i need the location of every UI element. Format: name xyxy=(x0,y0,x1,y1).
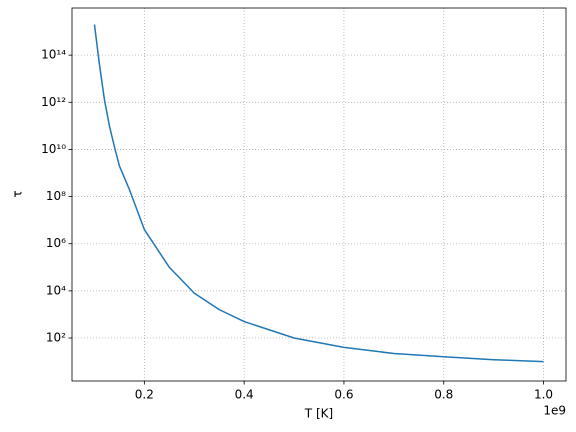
x-tick-label: 0.8 xyxy=(434,388,453,402)
plot xyxy=(93,24,544,363)
y-tick-label: 10⁴ xyxy=(46,283,66,297)
y-axis-label: τ xyxy=(11,190,25,197)
x-axis-label: T [K] xyxy=(304,407,333,421)
x-tick-label: 0.6 xyxy=(334,388,353,402)
axes-frame xyxy=(71,7,567,382)
x-offset-label: 1e9 xyxy=(543,404,566,418)
y-tick-label: 10¹² xyxy=(41,95,66,109)
line xyxy=(93,24,544,363)
x-tick-label: 1.0 xyxy=(534,388,553,402)
y-tick-label: 10² xyxy=(46,331,66,345)
y-tick-label: 10¹⁴ xyxy=(41,48,66,62)
grid xyxy=(72,8,566,381)
y-tick-label: 10¹⁰ xyxy=(41,142,66,156)
x-tick-label: 0.2 xyxy=(135,388,154,402)
x-tick-label: 0.4 xyxy=(235,388,254,402)
y-tick-label: 10⁸ xyxy=(46,189,66,203)
y-tick-label: 10⁶ xyxy=(46,236,66,250)
